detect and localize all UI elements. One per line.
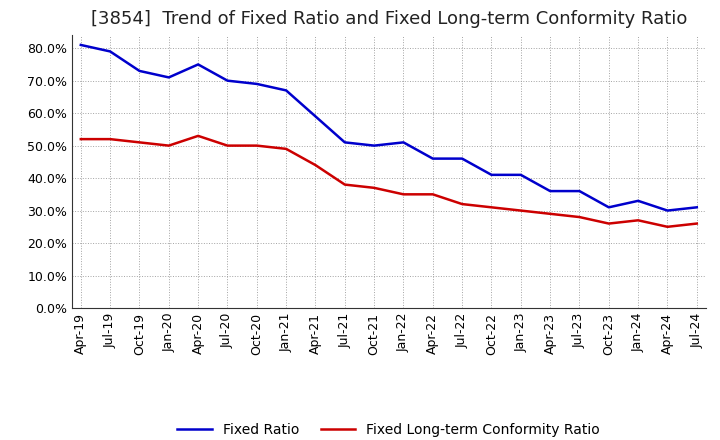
- Fixed Long-term Conformity Ratio: [693, 221, 701, 226]
- Fixed Long-term Conformity Ratio: [399, 192, 408, 197]
- Fixed Ratio: [370, 143, 379, 148]
- Fixed Ratio: [663, 208, 672, 213]
- Fixed Long-term Conformity Ratio: [135, 140, 144, 145]
- Fixed Long-term Conformity Ratio: [663, 224, 672, 229]
- Fixed Long-term Conformity Ratio: [370, 185, 379, 191]
- Fixed Long-term Conformity Ratio: [106, 136, 114, 142]
- Fixed Long-term Conformity Ratio: [575, 214, 584, 220]
- Fixed Long-term Conformity Ratio: [253, 143, 261, 148]
- Fixed Ratio: [399, 140, 408, 145]
- Fixed Ratio: [458, 156, 467, 161]
- Fixed Ratio: [164, 75, 173, 80]
- Fixed Long-term Conformity Ratio: [428, 192, 437, 197]
- Fixed Long-term Conformity Ratio: [341, 182, 349, 187]
- Fixed Ratio: [223, 78, 232, 83]
- Fixed Long-term Conformity Ratio: [311, 162, 320, 168]
- Fixed Long-term Conformity Ratio: [282, 146, 290, 151]
- Fixed Ratio: [311, 114, 320, 119]
- Fixed Ratio: [575, 188, 584, 194]
- Fixed Long-term Conformity Ratio: [76, 136, 85, 142]
- Fixed Ratio: [135, 68, 144, 73]
- Fixed Ratio: [76, 42, 85, 48]
- Fixed Ratio: [516, 172, 525, 177]
- Fixed Long-term Conformity Ratio: [458, 202, 467, 207]
- Fixed Long-term Conformity Ratio: [194, 133, 202, 139]
- Title: [3854]  Trend of Fixed Ratio and Fixed Long-term Conformity Ratio: [3854] Trend of Fixed Ratio and Fixed Lo…: [91, 10, 687, 28]
- Fixed Ratio: [341, 140, 349, 145]
- Fixed Long-term Conformity Ratio: [634, 218, 642, 223]
- Fixed Ratio: [487, 172, 496, 177]
- Fixed Ratio: [194, 62, 202, 67]
- Legend: Fixed Ratio, Fixed Long-term Conformity Ratio: Fixed Ratio, Fixed Long-term Conformity …: [172, 418, 606, 440]
- Fixed Ratio: [693, 205, 701, 210]
- Fixed Long-term Conformity Ratio: [516, 208, 525, 213]
- Fixed Long-term Conformity Ratio: [164, 143, 173, 148]
- Fixed Ratio: [253, 81, 261, 87]
- Fixed Ratio: [106, 49, 114, 54]
- Fixed Long-term Conformity Ratio: [487, 205, 496, 210]
- Fixed Ratio: [605, 205, 613, 210]
- Fixed Ratio: [428, 156, 437, 161]
- Fixed Ratio: [634, 198, 642, 203]
- Fixed Long-term Conformity Ratio: [546, 211, 554, 216]
- Fixed Ratio: [282, 88, 290, 93]
- Fixed Ratio: [546, 188, 554, 194]
- Fixed Long-term Conformity Ratio: [223, 143, 232, 148]
- Fixed Long-term Conformity Ratio: [605, 221, 613, 226]
- Line: Fixed Long-term Conformity Ratio: Fixed Long-term Conformity Ratio: [81, 136, 697, 227]
- Line: Fixed Ratio: Fixed Ratio: [81, 45, 697, 211]
